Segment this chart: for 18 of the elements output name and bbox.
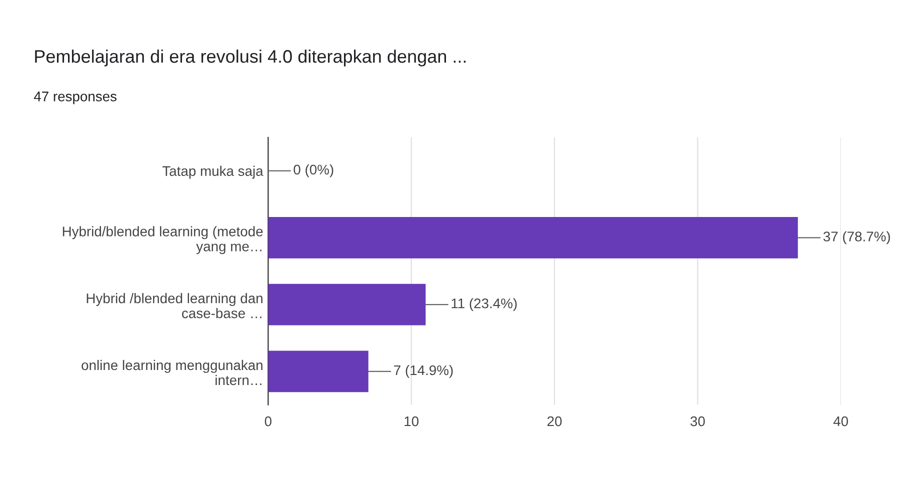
data-label: 11 (23.4%)	[452, 298, 517, 312]
bar	[268, 284, 426, 326]
x-tick-label: 30	[690, 416, 705, 426]
data-label: 37 (78.7%)	[823, 231, 890, 244]
data-label: 0 (0%)	[294, 164, 334, 178]
y-tick-label: Tatap muka saja	[162, 166, 264, 179]
y-tick-label: online learning menggunakan intern…	[82, 360, 262, 386]
y-tick-label: Hybrid/blended learning (metode yang me…	[62, 226, 263, 254]
x-tick-label: 20	[547, 416, 562, 426]
bar	[268, 350, 368, 392]
chart-title: Pembelajaran di era revolusi 4.0 diterapkan dengan ...	[35, 50, 466, 66]
x-tick-label: 10	[404, 416, 419, 426]
bar	[268, 216, 798, 258]
x-tick-label: 0	[264, 416, 272, 426]
y-tick-label: Hybrid /blended learning dan case-base …	[86, 293, 262, 318]
x-tick-label: 40	[833, 416, 848, 426]
data-label: 7 (14.9%)	[394, 364, 453, 378]
text: 47 responses	[34, 92, 117, 104]
